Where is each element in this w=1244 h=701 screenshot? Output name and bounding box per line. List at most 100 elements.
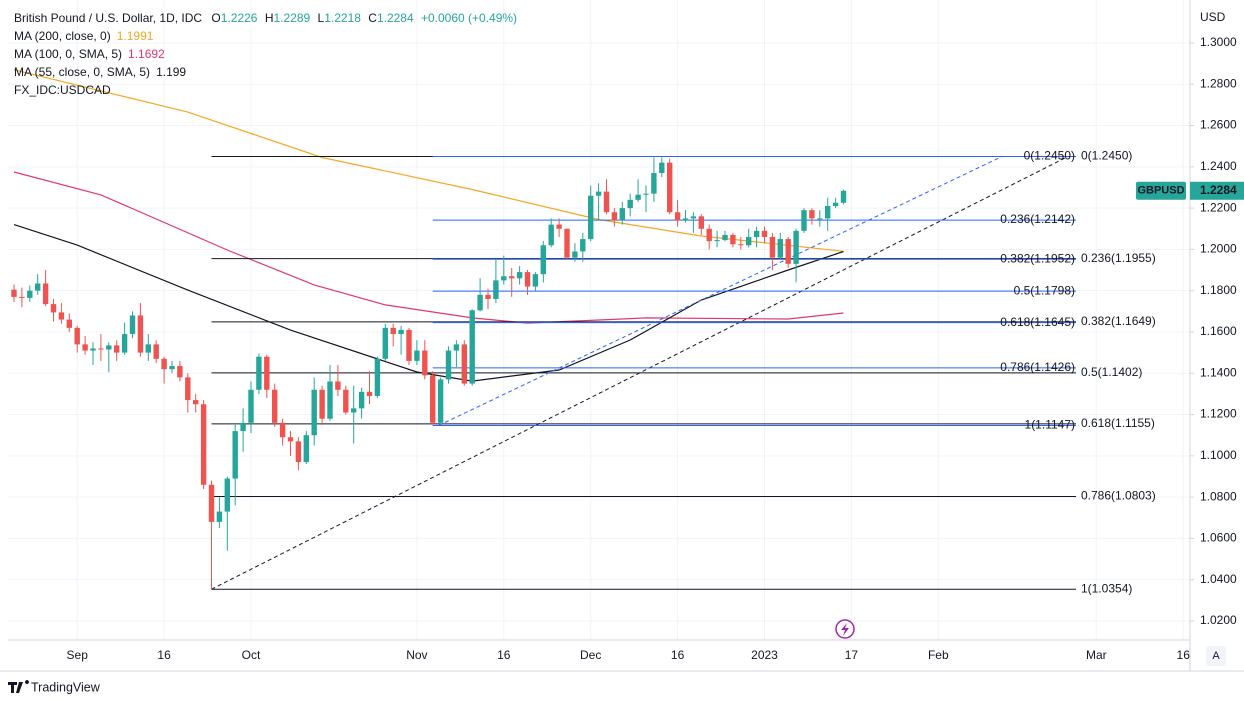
- x-tick-label: Oct: [242, 648, 261, 662]
- x-tick-label: 16: [1177, 648, 1191, 662]
- candle-body: [390, 327, 396, 335]
- candle-body: [485, 294, 491, 299]
- x-tick-label: 16: [157, 648, 171, 662]
- candle-body: [556, 224, 562, 229]
- candle-body: [572, 251, 578, 258]
- candle-body: [682, 218, 689, 221]
- candle-body: [145, 344, 151, 353]
- candle-body: [240, 422, 246, 432]
- y-tick-label: 1.0200: [1200, 613, 1237, 627]
- candle-body: [335, 381, 341, 390]
- candle-body: [643, 193, 649, 195]
- candle-body: [319, 389, 325, 419]
- fib-label: 0.5(1.1402): [1081, 365, 1142, 379]
- candle-body: [832, 202, 839, 207]
- candle-body: [374, 358, 381, 396]
- candle-body: [532, 274, 539, 287]
- candle-body: [635, 194, 641, 200]
- ohlc-letter: H: [265, 11, 274, 25]
- fib-label: 0(1.2450): [1024, 149, 1075, 163]
- events-icon[interactable]: [835, 619, 855, 639]
- candle-body: [540, 245, 546, 275]
- candle-body: [216, 511, 223, 522]
- candle-body: [153, 344, 159, 359]
- candle-body: [224, 478, 230, 512]
- x-tick-label: Nov: [406, 648, 427, 662]
- candle-body: [469, 310, 475, 384]
- price-badge-label: 1.2284: [1200, 183, 1237, 197]
- candle-body: [256, 356, 262, 390]
- change: +0.0060 (+0.49%): [421, 11, 517, 25]
- candle-body: [769, 237, 776, 258]
- candle-body: [580, 239, 586, 252]
- candle-body: [548, 224, 554, 246]
- legend-value: 1.1692: [128, 47, 165, 61]
- x-tick-label: 2023: [751, 648, 778, 662]
- candle-body: [161, 358, 167, 370]
- axis-unit: USD: [1200, 10, 1226, 24]
- candle-body: [232, 431, 238, 479]
- candle-body: [422, 350, 428, 376]
- legend-name: MA (200, close, 0): [14, 29, 111, 43]
- x-tick-label: 17: [845, 648, 859, 662]
- y-tick-label: 1.1000: [1200, 448, 1237, 462]
- candle-body: [11, 289, 17, 297]
- candle-body: [129, 315, 136, 335]
- candle-body: [706, 228, 712, 242]
- candle-body: [698, 216, 704, 229]
- candle-body: [343, 389, 349, 413]
- fib-trend-line: [438, 156, 1003, 426]
- y-tick-label: 1.1600: [1200, 324, 1237, 338]
- symbol-title: British Pound / U.S. Dollar, 1D, IDC: [14, 11, 202, 25]
- candle-body: [738, 244, 744, 246]
- candle-body: [746, 237, 752, 246]
- candle-body: [516, 272, 523, 279]
- scale-button-label[interactable]: A: [1212, 650, 1220, 662]
- y-tick-label: 1.0400: [1200, 572, 1237, 586]
- candle-body: [501, 276, 507, 281]
- legend-title: British Pound / U.S. Dollar, 1D, IDC O1.…: [14, 11, 517, 25]
- y-tick-label: 1.3000: [1200, 35, 1237, 49]
- brand-name: TradingView: [31, 680, 101, 694]
- candle-body: [121, 334, 128, 353]
- candle-body: [777, 239, 783, 258]
- candle-body: [509, 276, 515, 279]
- y-tick-label: 1.0800: [1200, 489, 1237, 503]
- fib-label: 0.786(1.1426): [1000, 360, 1075, 374]
- candle-body: [208, 484, 215, 522]
- candle-body: [690, 216, 697, 219]
- candle-body: [303, 435, 309, 463]
- candle-body: [279, 422, 286, 438]
- x-tick-label: Mar: [1086, 648, 1107, 662]
- legend-value: 1.1991: [117, 29, 154, 43]
- candle-body: [398, 329, 404, 335]
- candle-body: [406, 329, 412, 361]
- candle-body: [564, 228, 570, 258]
- candle-body: [200, 404, 207, 485]
- candle-body: [761, 230, 768, 238]
- candle-body: [248, 389, 254, 423]
- fib-label: 0.382(1.1649): [1081, 314, 1156, 328]
- brand-logo: [8, 680, 29, 693]
- scale-button[interactable]: [1206, 646, 1226, 666]
- candle-body: [414, 350, 420, 361]
- candle-body: [611, 212, 618, 221]
- y-tick-label: 1.1800: [1200, 283, 1237, 297]
- ohlc-letter: C: [368, 11, 377, 25]
- candle-body: [477, 294, 483, 311]
- x-tick-label: 16: [671, 648, 685, 662]
- candle-body: [588, 195, 594, 240]
- candle-body: [351, 408, 357, 413]
- candle-body: [382, 327, 388, 359]
- y-tick-label: 1.1400: [1200, 365, 1237, 379]
- x-tick-label: Dec: [580, 648, 601, 662]
- ma-line: [13, 69, 844, 252]
- candle-body: [264, 356, 270, 390]
- fib-label: 0.618(1.1645): [1000, 315, 1075, 329]
- legend-entry: MA (100, 0, SMA, 5) 1.1692: [14, 47, 165, 61]
- candle-body: [66, 319, 72, 328]
- candle-body: [295, 441, 302, 463]
- candle-body: [193, 400, 199, 405]
- candle-body: [74, 327, 80, 345]
